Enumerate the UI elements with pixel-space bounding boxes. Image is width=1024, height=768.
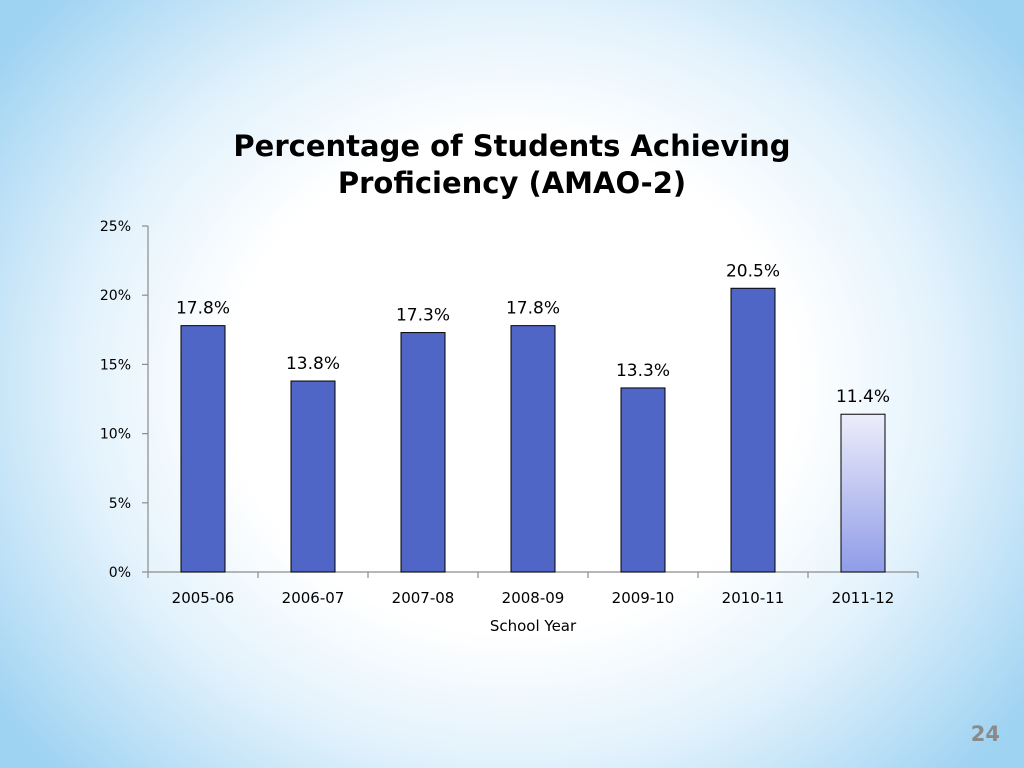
x-tick-label: 2010-11 xyxy=(722,589,785,607)
data-label: 13.8% xyxy=(286,354,340,374)
axes: 0% 5% 10% 15% 20% 25% xyxy=(100,219,919,581)
x-axis-title: School Year xyxy=(490,617,577,635)
data-label: 13.3% xyxy=(616,361,670,381)
x-tick-label: 2011-12 xyxy=(832,589,895,607)
y-tick-label: 10% xyxy=(100,427,131,443)
x-tick-label: 2008-09 xyxy=(502,589,565,607)
data-label: 17.8% xyxy=(176,299,230,319)
chart-title: Percentage of Students Achieving Profici… xyxy=(212,128,812,202)
y-tick-label: 20% xyxy=(100,288,131,304)
y-tick-label: 25% xyxy=(100,219,131,235)
bar xyxy=(180,325,226,573)
bars xyxy=(180,287,886,573)
labels: 2005-06 17.8% 2006-07 13.8% 2007-08 17.3% 2008… xyxy=(172,261,895,607)
bar-highlighted xyxy=(840,413,886,573)
bar xyxy=(400,332,446,573)
slide-number: 24 xyxy=(970,722,1000,746)
data-label: 17.8% xyxy=(506,299,560,319)
chart-title-line-2: Proficiency (AMAO-2) xyxy=(337,166,687,200)
bar xyxy=(730,287,776,573)
chart-title-line-1: Percentage of Students Achieving xyxy=(233,129,791,163)
y-tick-label: 0% xyxy=(109,565,131,581)
bar xyxy=(290,380,336,573)
y-tick-label: 5% xyxy=(109,496,131,512)
data-label: 17.3% xyxy=(396,306,450,326)
data-label: 11.4% xyxy=(836,387,890,407)
x-tick-label: 2007-08 xyxy=(392,589,455,607)
data-label: 20.5% xyxy=(726,261,780,281)
x-tick-label: 2006-07 xyxy=(282,589,345,607)
x-tick-label: 2009-10 xyxy=(612,589,675,607)
x-tick-label: 2005-06 xyxy=(172,589,235,607)
y-tick-label: 15% xyxy=(100,357,131,373)
bar xyxy=(620,387,666,573)
bar xyxy=(510,325,556,573)
